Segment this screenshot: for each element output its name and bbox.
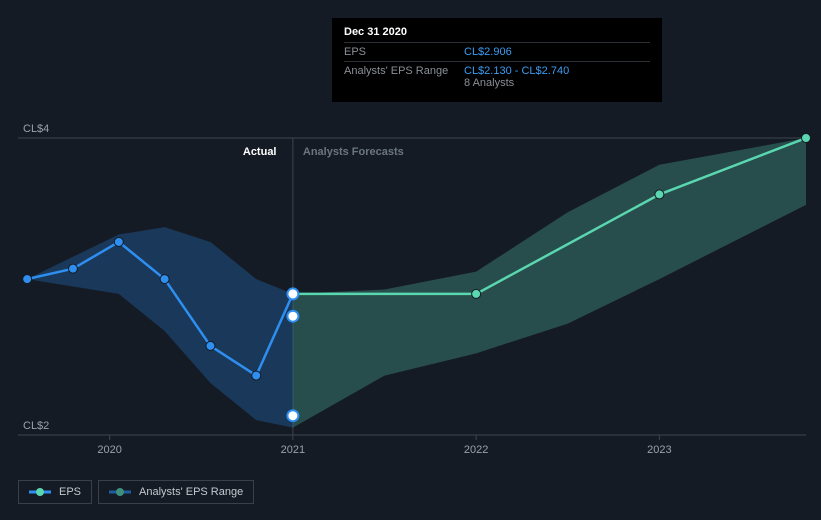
tooltip-row-sub: 8 Analysts bbox=[464, 77, 650, 89]
svg-text:2022: 2022 bbox=[464, 444, 488, 456]
tooltip-row-label: Analysts' EPS Range bbox=[344, 62, 464, 93]
svg-text:2023: 2023 bbox=[647, 444, 671, 456]
svg-text:CL$4: CL$4 bbox=[23, 123, 49, 135]
tooltip-row-label: EPS bbox=[344, 43, 464, 62]
section-label-actual: Actual bbox=[243, 146, 277, 158]
tooltip-row-value: CL$2.906 bbox=[464, 43, 650, 62]
legend-swatch-icon bbox=[109, 487, 131, 497]
tooltip-row-value: CL$2.130 - CL$2.740 bbox=[464, 65, 650, 77]
chart-tooltip: Dec 31 2020 EPS CL$2.906 Analysts' EPS R… bbox=[332, 18, 662, 102]
svg-text:CL$2: CL$2 bbox=[23, 420, 49, 432]
section-label-forecast: Analysts Forecasts bbox=[303, 146, 404, 158]
legend-swatch-icon bbox=[29, 487, 51, 497]
legend-item-eps[interactable]: EPS bbox=[18, 480, 92, 504]
chart-legend: EPS Analysts' EPS Range bbox=[18, 480, 254, 504]
eps-forecast-chart: CL$2 CL$4 2020 2021 2022 2023 Actual Analysts… bbox=[0, 0, 821, 520]
tooltip-date: Dec 31 2020 bbox=[344, 26, 650, 38]
legend-label: EPS bbox=[59, 486, 81, 498]
svg-text:2020: 2020 bbox=[97, 444, 121, 456]
legend-label: Analysts' EPS Range bbox=[139, 486, 243, 498]
legend-item-range[interactable]: Analysts' EPS Range bbox=[98, 480, 254, 504]
svg-text:2021: 2021 bbox=[281, 444, 305, 456]
